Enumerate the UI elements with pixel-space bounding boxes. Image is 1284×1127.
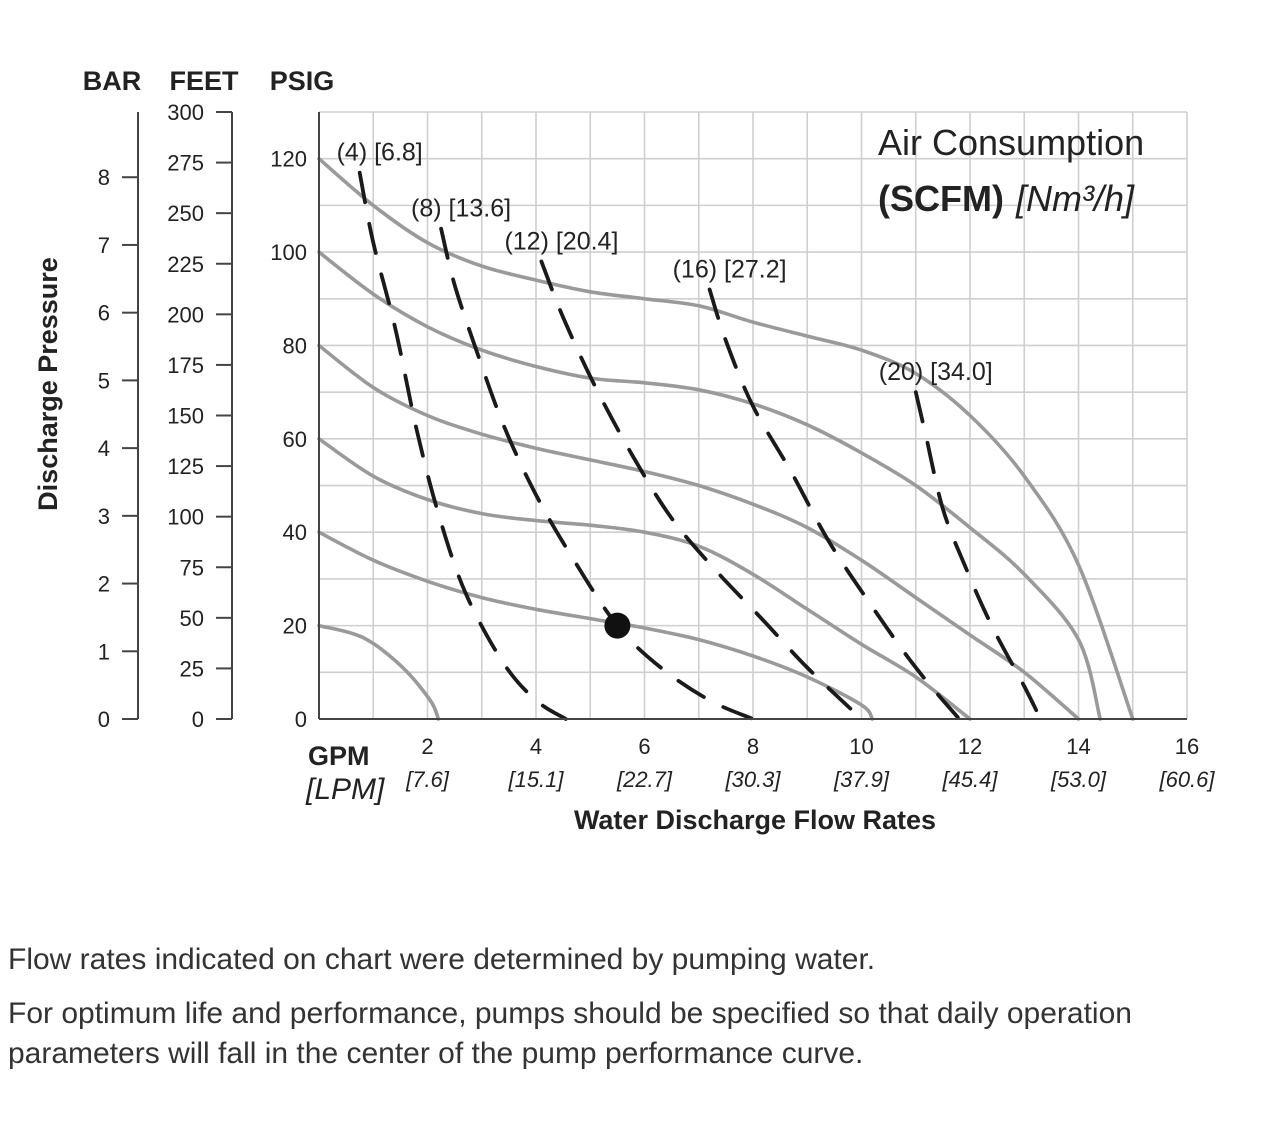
- feet-tick-label: 75: [180, 555, 204, 580]
- feet-tick-label: 0: [192, 707, 204, 732]
- operating-point-marker: [604, 612, 631, 639]
- x-tick-sublabel: [15.1]: [507, 767, 564, 792]
- pressure-curve-60: [317, 437, 972, 721]
- psig-tick-label: 0: [295, 707, 307, 732]
- chart-notes: Flow rates indicated on chart were deter…: [8, 940, 1278, 1088]
- chart-labels: 0204060801001200255075100125150175200225…: [83, 66, 1216, 792]
- legend-unit-scfm: (SCFM): [878, 178, 1004, 219]
- feet-tick-label: 200: [167, 302, 204, 327]
- x-tick-sublabel: [22.7]: [616, 767, 673, 792]
- x-tick-label: 10: [849, 734, 873, 759]
- feet-tick-label: 225: [167, 252, 204, 277]
- legend-unit-nm3h: [Nm³/h]: [1015, 178, 1135, 219]
- air-curve-4: [707, 287, 962, 721]
- air-curve-1: [357, 170, 568, 721]
- air-curve-3: [539, 259, 864, 721]
- bar-tick-label: 6: [98, 301, 110, 326]
- y-axis-unit-feet: FEET: [169, 66, 239, 96]
- air-curve-label: (12) [20.4]: [504, 227, 618, 255]
- bar-tick-label: 3: [98, 504, 110, 529]
- bar-tick-label: 8: [98, 165, 110, 190]
- feet-tick-label: 125: [167, 454, 204, 479]
- psig-tick-label: 20: [283, 614, 307, 639]
- legend-subtitle: (SCFM) [Nm³/h]: [878, 178, 1135, 219]
- feet-tick-label: 100: [167, 505, 204, 530]
- bar-tick-label: 4: [98, 436, 110, 461]
- x-tick-label: 4: [530, 734, 542, 759]
- x-tick-label: 14: [1066, 734, 1090, 759]
- axes: [122, 111, 1187, 720]
- feet-tick-label: 250: [167, 201, 204, 226]
- air-curve-label: (16) [27.2]: [673, 255, 787, 283]
- air-curve-label: (20) [34.0]: [879, 358, 993, 386]
- feet-tick-label: 50: [180, 606, 204, 631]
- feet-tick-label: 275: [167, 151, 204, 176]
- y-axis-title: Discharge Pressure: [33, 257, 63, 511]
- x-tick-label: 6: [638, 734, 650, 759]
- pressure-curve-20: [317, 623, 441, 721]
- x-tick-sublabel: [7.6]: [405, 767, 450, 792]
- feet-tick-label: 300: [167, 100, 204, 125]
- air-curve-5: [913, 390, 1043, 721]
- psig-tick-label: 100: [270, 240, 307, 265]
- x-tick-sublabel: [60.6]: [1158, 767, 1215, 792]
- x-axis-title: Water Discharge Flow Rates: [574, 805, 936, 835]
- bar-tick-label: 0: [98, 707, 110, 732]
- pressure-curve-120: [317, 156, 1135, 721]
- bar-tick-label: 7: [98, 233, 110, 258]
- x-tick-label: 2: [421, 734, 433, 759]
- psig-tick-label: 120: [270, 147, 307, 172]
- psig-tick-label: 80: [283, 333, 307, 358]
- feet-tick-label: 150: [167, 404, 204, 429]
- psig-tick-label: 40: [283, 520, 307, 545]
- feet-tick-label: 25: [180, 656, 204, 681]
- x-tick-label: 16: [1175, 734, 1199, 759]
- pressure-curve-100: [317, 250, 1102, 721]
- x-tick-label: 12: [958, 734, 982, 759]
- x-tick-label: 8: [747, 734, 759, 759]
- legend-title: Air Consumption: [878, 122, 1144, 163]
- air-curve-label: (8) [13.6]: [411, 195, 511, 223]
- x-unit-lpm: [LPM]: [305, 773, 385, 806]
- psig-tick-label: 60: [283, 427, 307, 452]
- x-tick-sublabel: [45.4]: [941, 767, 998, 792]
- x-tick-sublabel: [37.9]: [833, 767, 890, 792]
- x-unit-gpm: GPM: [308, 741, 370, 771]
- x-tick-sublabel: [30.3]: [724, 767, 781, 792]
- note-optimum-life: For optimum life and performance, pumps …: [8, 997, 1132, 1070]
- x-tick-sublabel: [53.0]: [1050, 767, 1107, 792]
- bar-tick-label: 5: [98, 368, 110, 393]
- pressure-curve-80: [317, 343, 1081, 721]
- air-curve-2: [439, 226, 755, 721]
- y-axis-unit-bar: BAR: [83, 66, 142, 96]
- bar-tick-label: 1: [98, 639, 110, 664]
- y-axis-unit-psig: PSIG: [270, 66, 335, 96]
- air-curve-label: (4) [6.8]: [337, 139, 423, 167]
- pump-performance-chart: 0204060801001200255075100125150175200225…: [33, 66, 1216, 835]
- note-water: Flow rates indicated on chart were deter…: [8, 943, 876, 976]
- bar-tick-label: 2: [98, 572, 110, 597]
- feet-tick-label: 175: [167, 353, 204, 378]
- air-consumption-curves: [357, 170, 1043, 721]
